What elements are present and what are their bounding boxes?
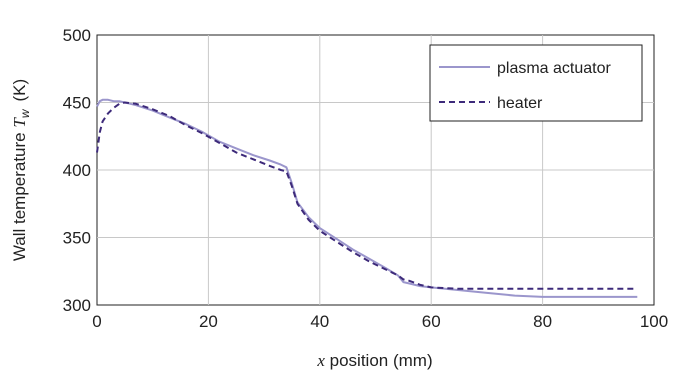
x-tick-label: 100	[640, 312, 668, 331]
y-tick-label: 350	[63, 229, 91, 248]
x-axis-title: x position (mm)	[316, 351, 432, 370]
y-axis-title: Wall temperature Tw(K)	[10, 79, 32, 261]
tick-labels: 0 20 40 60 80 100 300 350 400 450 500	[63, 26, 669, 331]
legend-label-plasma-actuator: plasma actuator	[497, 60, 612, 77]
y-tick-label: 450	[63, 94, 91, 113]
legend-box	[429, 44, 643, 122]
series-layer	[96, 98, 638, 298]
legend-label-heater: heater	[497, 95, 543, 112]
y-tick-label: 500	[63, 26, 91, 45]
x-tick-label: 20	[199, 312, 218, 331]
y-tick-label: 400	[63, 161, 91, 180]
series-line-heater	[96, 101, 638, 290]
x-tick-label: 40	[310, 312, 329, 331]
x-tick-label: 0	[92, 312, 101, 331]
legend: plasma actuator heater	[429, 44, 643, 122]
x-tick-label: 60	[422, 312, 441, 331]
y-tick-label: 300	[63, 296, 91, 315]
x-tick-label: 80	[533, 312, 552, 331]
